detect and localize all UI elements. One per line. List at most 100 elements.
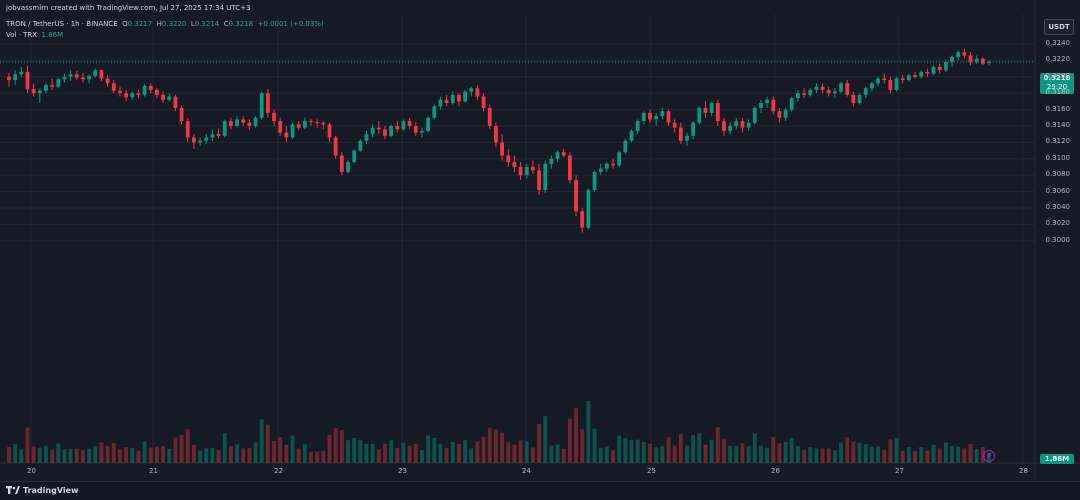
price-tick-label: 0.3200 <box>1045 71 1071 80</box>
volume-bar <box>290 435 295 463</box>
volume-bar <box>364 443 369 463</box>
candle-body <box>580 211 585 228</box>
volume-bar <box>450 442 455 463</box>
volume-bar <box>333 428 338 463</box>
volume-bar <box>407 446 412 463</box>
candle-body <box>124 93 129 98</box>
symbol-info-line: TRON / TetherUS · 1h · BINANCE O0.3217 H… <box>6 20 324 28</box>
volume-bar <box>210 447 215 463</box>
candle-body <box>518 167 523 176</box>
volume-bar <box>500 432 504 463</box>
volume-bar <box>697 433 702 463</box>
candle-body <box>315 121 320 123</box>
candle-body <box>925 71 930 74</box>
candle-body <box>309 121 313 123</box>
candle-body <box>167 96 172 100</box>
volume-bar <box>173 437 178 463</box>
volume-bar <box>105 446 110 463</box>
volume-bar <box>346 440 350 463</box>
price-tick-label: 0.3020 <box>1045 219 1071 228</box>
candle-body <box>734 121 739 126</box>
candle-body <box>863 88 868 95</box>
volume-bar <box>25 427 30 463</box>
volume-bar <box>561 448 566 463</box>
candle-body <box>728 126 733 131</box>
volume-bar <box>906 447 911 463</box>
candle-body <box>598 168 603 172</box>
price-tick-label: 0.3000 <box>1045 235 1071 244</box>
volume-value: 1.86M <box>41 31 64 39</box>
candle-body <box>869 83 874 89</box>
price-tick-label: 0.3120 <box>1045 137 1071 146</box>
candle-body <box>198 140 202 143</box>
candle-body <box>937 66 942 71</box>
volume-bar <box>62 449 67 463</box>
candle-body <box>327 124 332 138</box>
candle-body <box>25 71 30 90</box>
candle-body <box>68 74 73 77</box>
volume-bar <box>296 448 301 463</box>
lightning-icon[interactable]: ⚡ <box>983 450 995 462</box>
volume-bar <box>389 440 394 463</box>
volume-bar <box>81 450 85 463</box>
tradingview-brand[interactable]: TradingView <box>6 486 78 495</box>
volume-bar <box>796 446 800 463</box>
volume-bar <box>204 448 209 463</box>
candle-body <box>876 78 880 84</box>
candle-body <box>111 83 116 91</box>
candle-body <box>44 85 48 91</box>
volume-bar <box>235 444 239 463</box>
volume-bar <box>444 447 449 463</box>
candle-body <box>894 78 899 90</box>
candle-body <box>654 116 659 120</box>
volume-bar <box>549 445 554 463</box>
volume-bar <box>265 424 270 463</box>
candle-body <box>586 189 591 228</box>
volume-bar <box>869 446 874 463</box>
volume-bar <box>900 450 905 463</box>
volume-bar <box>962 448 967 463</box>
candle-body <box>413 126 418 133</box>
candle-body <box>500 142 504 156</box>
candle-body <box>783 109 788 118</box>
volume-bar <box>894 437 899 463</box>
volume-bar <box>241 448 246 463</box>
volume-bar <box>715 427 720 463</box>
tradingview-logo-icon <box>6 486 20 494</box>
time-tick-label: 23 <box>398 467 407 475</box>
volume-bar <box>746 446 751 463</box>
currency-button[interactable]: USDT <box>1044 19 1074 35</box>
volume-bar <box>124 447 129 463</box>
candle-body <box>635 121 640 131</box>
price-tick-label: 0.3160 <box>1045 104 1071 113</box>
volume-bar <box>833 450 837 463</box>
volume-label[interactable]: Vol · TRX <box>6 31 38 39</box>
candle-body <box>900 78 905 81</box>
candle-body <box>346 162 350 172</box>
volume-bar <box>222 433 227 463</box>
open-label: O <box>122 20 128 28</box>
candle-body <box>771 99 776 112</box>
volume-bar <box>481 436 486 463</box>
candle-body <box>759 103 763 108</box>
candle-body <box>376 127 381 130</box>
candle-body <box>426 117 431 131</box>
volume-bar <box>820 448 825 463</box>
candle-body <box>697 107 702 123</box>
volume-bar <box>376 449 381 463</box>
footer-bar: TradingView <box>0 481 1080 500</box>
volume-bar <box>191 445 196 463</box>
volume-bar <box>943 442 948 463</box>
volume-bar <box>740 443 745 463</box>
volume-bar <box>617 435 622 463</box>
candle-body <box>222 121 227 136</box>
candle-body <box>93 70 98 76</box>
candle-body <box>191 137 196 143</box>
symbol-name[interactable]: TRON / TetherUS · 1h · BINANCE <box>6 20 118 28</box>
volume-bar <box>50 449 55 463</box>
candle-body <box>882 78 887 81</box>
volume-bar <box>185 429 190 463</box>
volume-info-line: Vol · TRX 1.86M <box>6 31 63 39</box>
